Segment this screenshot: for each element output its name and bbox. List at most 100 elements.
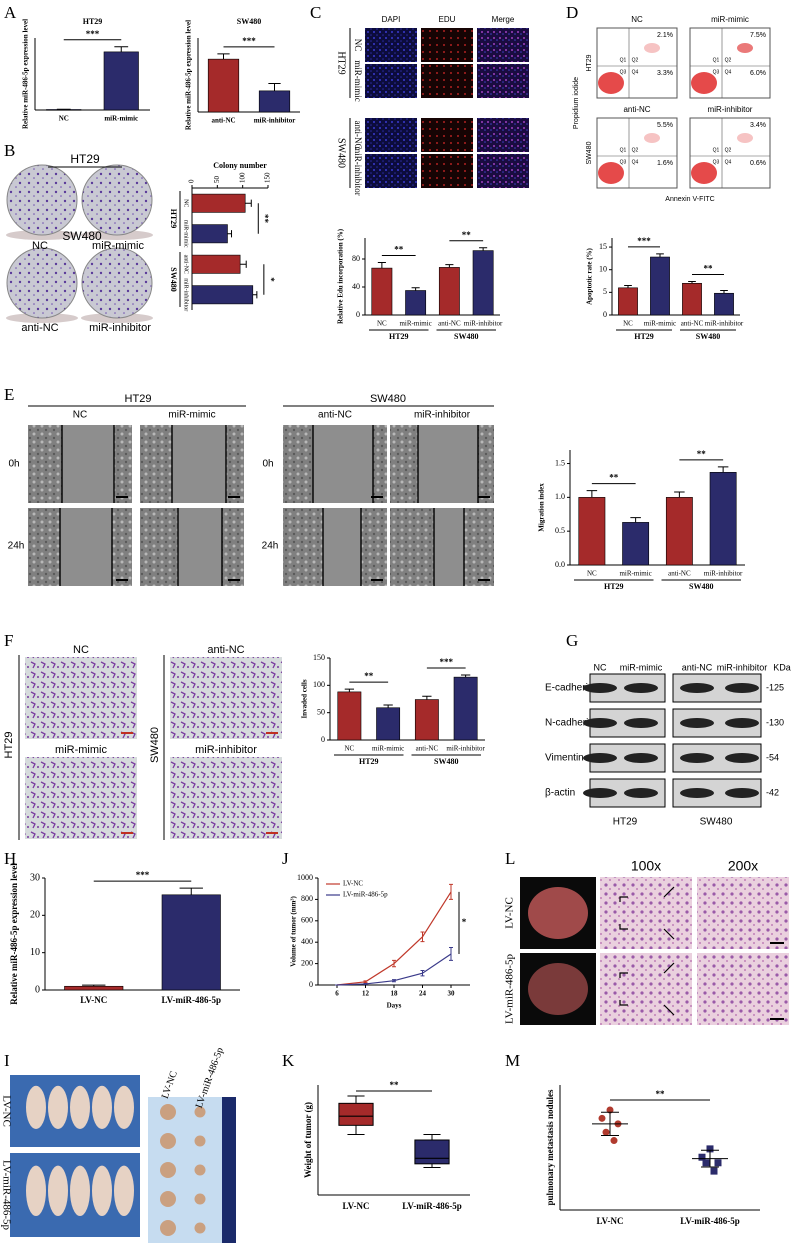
lung <box>528 963 588 1015</box>
label: Q4 <box>725 69 732 75</box>
unit-label: KDa <box>773 662 791 672</box>
group-label: HT29 <box>634 332 654 341</box>
x-tick-label: 50 <box>213 176 221 184</box>
error-bar <box>479 247 488 251</box>
x-tick-label: 0 <box>188 179 196 183</box>
y-tick-label: 80 <box>352 254 360 263</box>
label: Q3 <box>620 159 627 165</box>
histology-image <box>600 877 692 949</box>
group-label: HT29 <box>169 209 178 229</box>
bar <box>337 691 362 741</box>
x-tick-label: LV-miR-486-5p <box>402 1201 462 1211</box>
x-tick-label: LV-NC <box>342 1201 369 1211</box>
label: HT29 <box>70 152 100 166</box>
panel-letter: I <box>4 1051 10 1070</box>
panel-letter: G <box>566 631 578 650</box>
label: Q2 <box>725 57 732 63</box>
bar <box>622 522 650 566</box>
sd-bar <box>701 1149 719 1168</box>
bar <box>453 676 478 741</box>
error-bar <box>445 264 454 268</box>
x-tick-label: anti-NC <box>438 320 461 328</box>
chart-title: Colony number <box>213 161 267 170</box>
error-bar <box>411 287 420 291</box>
image-label: anti-NC <box>207 644 244 656</box>
band <box>680 753 714 763</box>
row-label: 24h <box>8 541 25 552</box>
band <box>725 683 759 693</box>
label: Q4 <box>632 159 639 165</box>
row-label: LV-miR-486-5p <box>0 1160 12 1231</box>
bar <box>376 707 401 741</box>
significance: ** <box>260 214 270 224</box>
panel-label: miR-mimic <box>711 15 749 24</box>
legend-label: LV-miR-486-5p <box>343 891 388 899</box>
tumor <box>160 1162 176 1178</box>
row-label: LV-NC <box>504 897 516 929</box>
bar <box>414 699 439 741</box>
bar <box>472 250 494 316</box>
group-label: HT29 <box>604 582 624 591</box>
panel-letter: E <box>4 385 14 404</box>
error-bar <box>377 262 386 269</box>
micrograph <box>421 64 473 98</box>
y-tick-label: 800 <box>301 894 313 903</box>
tumor <box>194 1222 206 1234</box>
point <box>598 1114 606 1122</box>
group-label: SW480 <box>700 817 733 828</box>
y-tick-label: 1000 <box>297 873 313 882</box>
panel-label: NC <box>631 15 643 24</box>
y-tick-label: NC <box>183 199 189 207</box>
percentage: 3.4% <box>750 122 766 129</box>
mouse <box>92 1165 112 1217</box>
y-tick-label: 1.5 <box>555 458 565 467</box>
label: SW480 <box>62 229 102 243</box>
error-bar <box>717 466 729 473</box>
bar <box>682 282 702 316</box>
tumor <box>194 1135 206 1147</box>
significance: *** <box>86 29 100 39</box>
bar <box>578 497 606 566</box>
image-label: NC <box>73 644 89 656</box>
x-tick-label: NC <box>623 320 633 328</box>
band <box>680 683 714 693</box>
y-axis-label: Relative miR-486-5p expression level <box>185 20 193 130</box>
transwell-image <box>170 757 282 839</box>
x-tick-label: anti-NC <box>211 117 235 125</box>
group-label: HT29 <box>125 393 152 405</box>
tumor <box>160 1191 176 1207</box>
significance: ** <box>656 1089 666 1099</box>
wound-gap <box>60 508 112 586</box>
significance: ** <box>462 230 472 240</box>
bar <box>714 292 734 316</box>
significance: *** <box>637 236 651 246</box>
group-label: SW480 <box>169 267 178 291</box>
image-label: miR-mimic <box>55 744 107 756</box>
x-tick-label: LV-NC <box>596 1216 623 1226</box>
tumor <box>194 1106 206 1118</box>
row-label: anti-NC <box>353 121 363 150</box>
series-line <box>336 953 452 986</box>
x-tick-label: miR-inhibitor <box>446 745 485 753</box>
lung <box>528 887 588 939</box>
tumor <box>194 1164 206 1176</box>
micrograph <box>421 118 473 152</box>
x-tick-label: miR-mimic <box>104 115 138 123</box>
point <box>706 1145 714 1153</box>
x-tick-label: anti-NC <box>668 570 691 578</box>
percentage: 2.1% <box>657 32 673 39</box>
x-tick-label: 150 <box>264 172 272 183</box>
axis-label: Propidium iodide <box>573 77 580 129</box>
group-label: SW480 <box>336 138 347 168</box>
error-bar <box>720 290 728 294</box>
significance: ** <box>394 245 404 255</box>
x-tick-label: 18 <box>391 990 399 998</box>
axis-label: Annexin V-FITC <box>665 196 714 203</box>
micrograph <box>365 64 417 98</box>
significance: ** <box>390 1080 400 1090</box>
cell-cluster <box>737 133 753 143</box>
error-bar <box>252 291 258 299</box>
histology-image <box>600 953 692 1025</box>
mouse <box>114 1085 134 1129</box>
y-tick-label: 0.5 <box>555 526 565 535</box>
